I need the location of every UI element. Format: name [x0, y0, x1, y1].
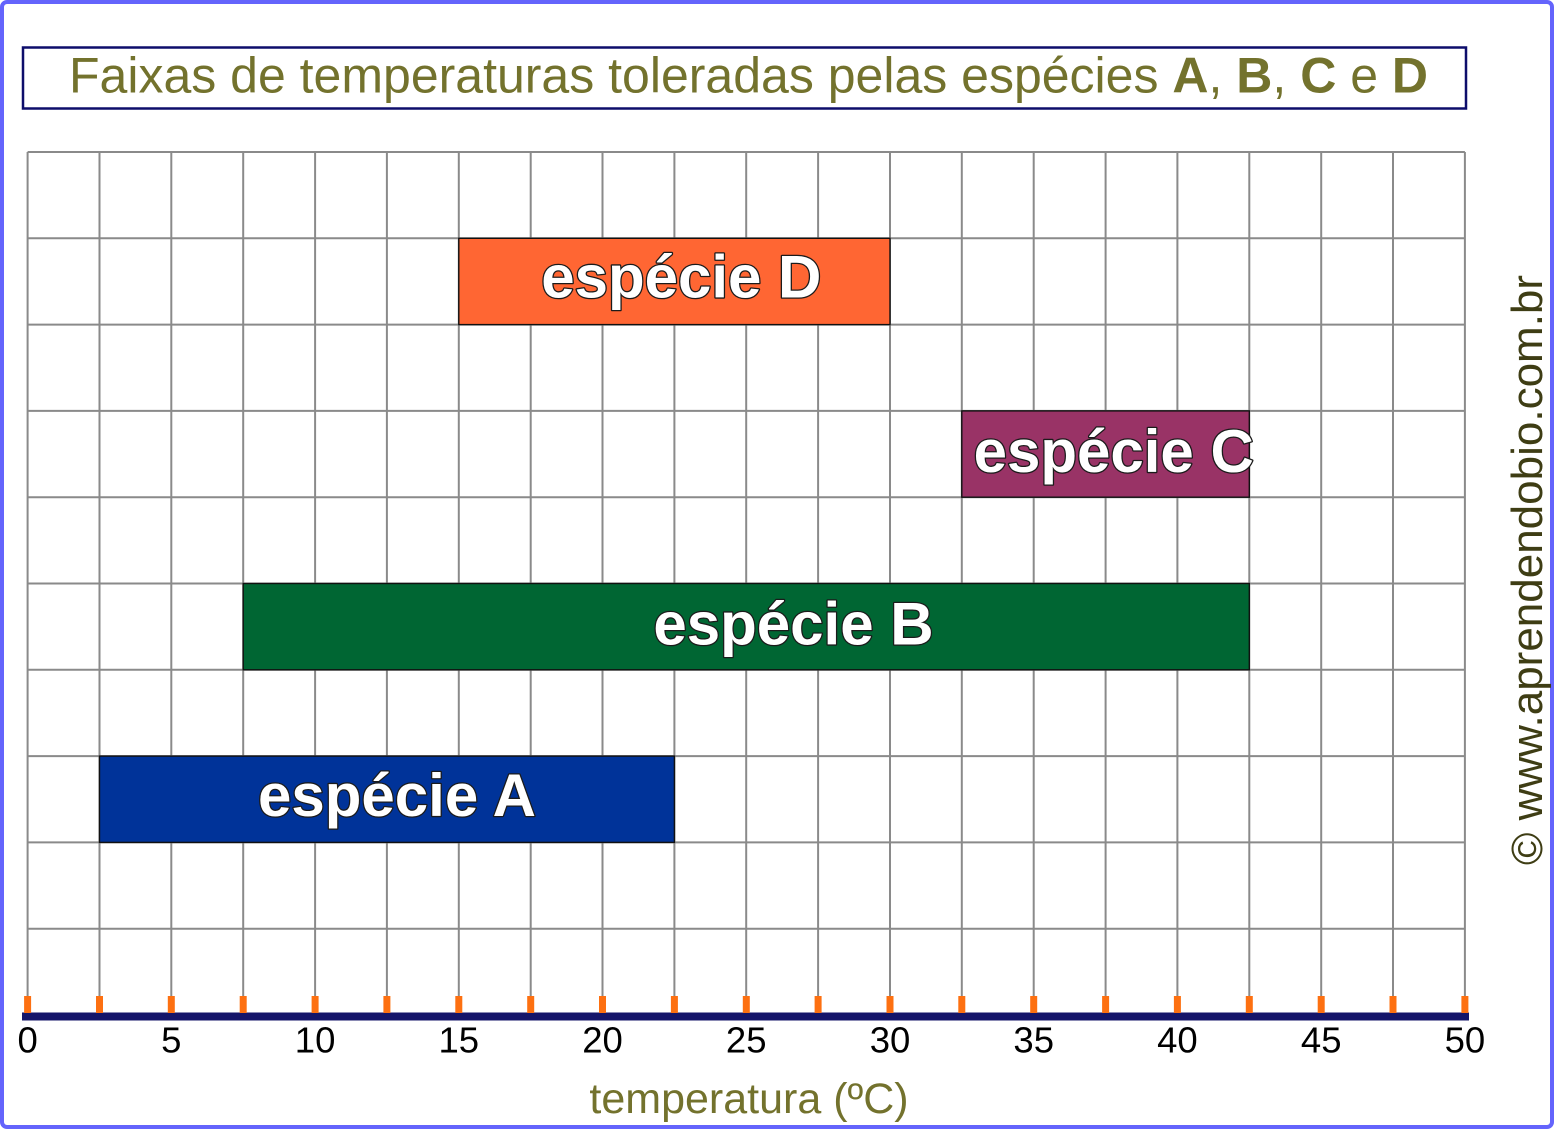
svg-text:40: 40 — [1157, 1020, 1198, 1061]
svg-text:espécie A: espécie A — [258, 762, 536, 829]
svg-text:espécie B: espécie B — [653, 591, 933, 658]
svg-text:10: 10 — [295, 1020, 336, 1061]
svg-text:5: 5 — [161, 1020, 181, 1061]
svg-text:45: 45 — [1301, 1020, 1342, 1061]
svg-text:25: 25 — [726, 1020, 767, 1061]
svg-text:30: 30 — [870, 1020, 911, 1061]
svg-text:temperatura (ºC): temperatura (ºC) — [589, 1075, 908, 1123]
svg-text:© www.aprendendobio.com.br: © www.aprendendobio.com.br — [1503, 275, 1552, 865]
svg-text:Faixas de temperaturas tolerad: Faixas de temperaturas toleradas pelas e… — [69, 48, 1428, 104]
svg-text:0: 0 — [17, 1020, 37, 1061]
svg-text:espécie D: espécie D — [541, 244, 821, 311]
svg-text:50: 50 — [1445, 1020, 1486, 1061]
svg-text:35: 35 — [1013, 1020, 1054, 1061]
svg-text:20: 20 — [582, 1020, 623, 1061]
svg-text:espécie C: espécie C — [974, 418, 1254, 485]
svg-text:15: 15 — [438, 1020, 479, 1061]
